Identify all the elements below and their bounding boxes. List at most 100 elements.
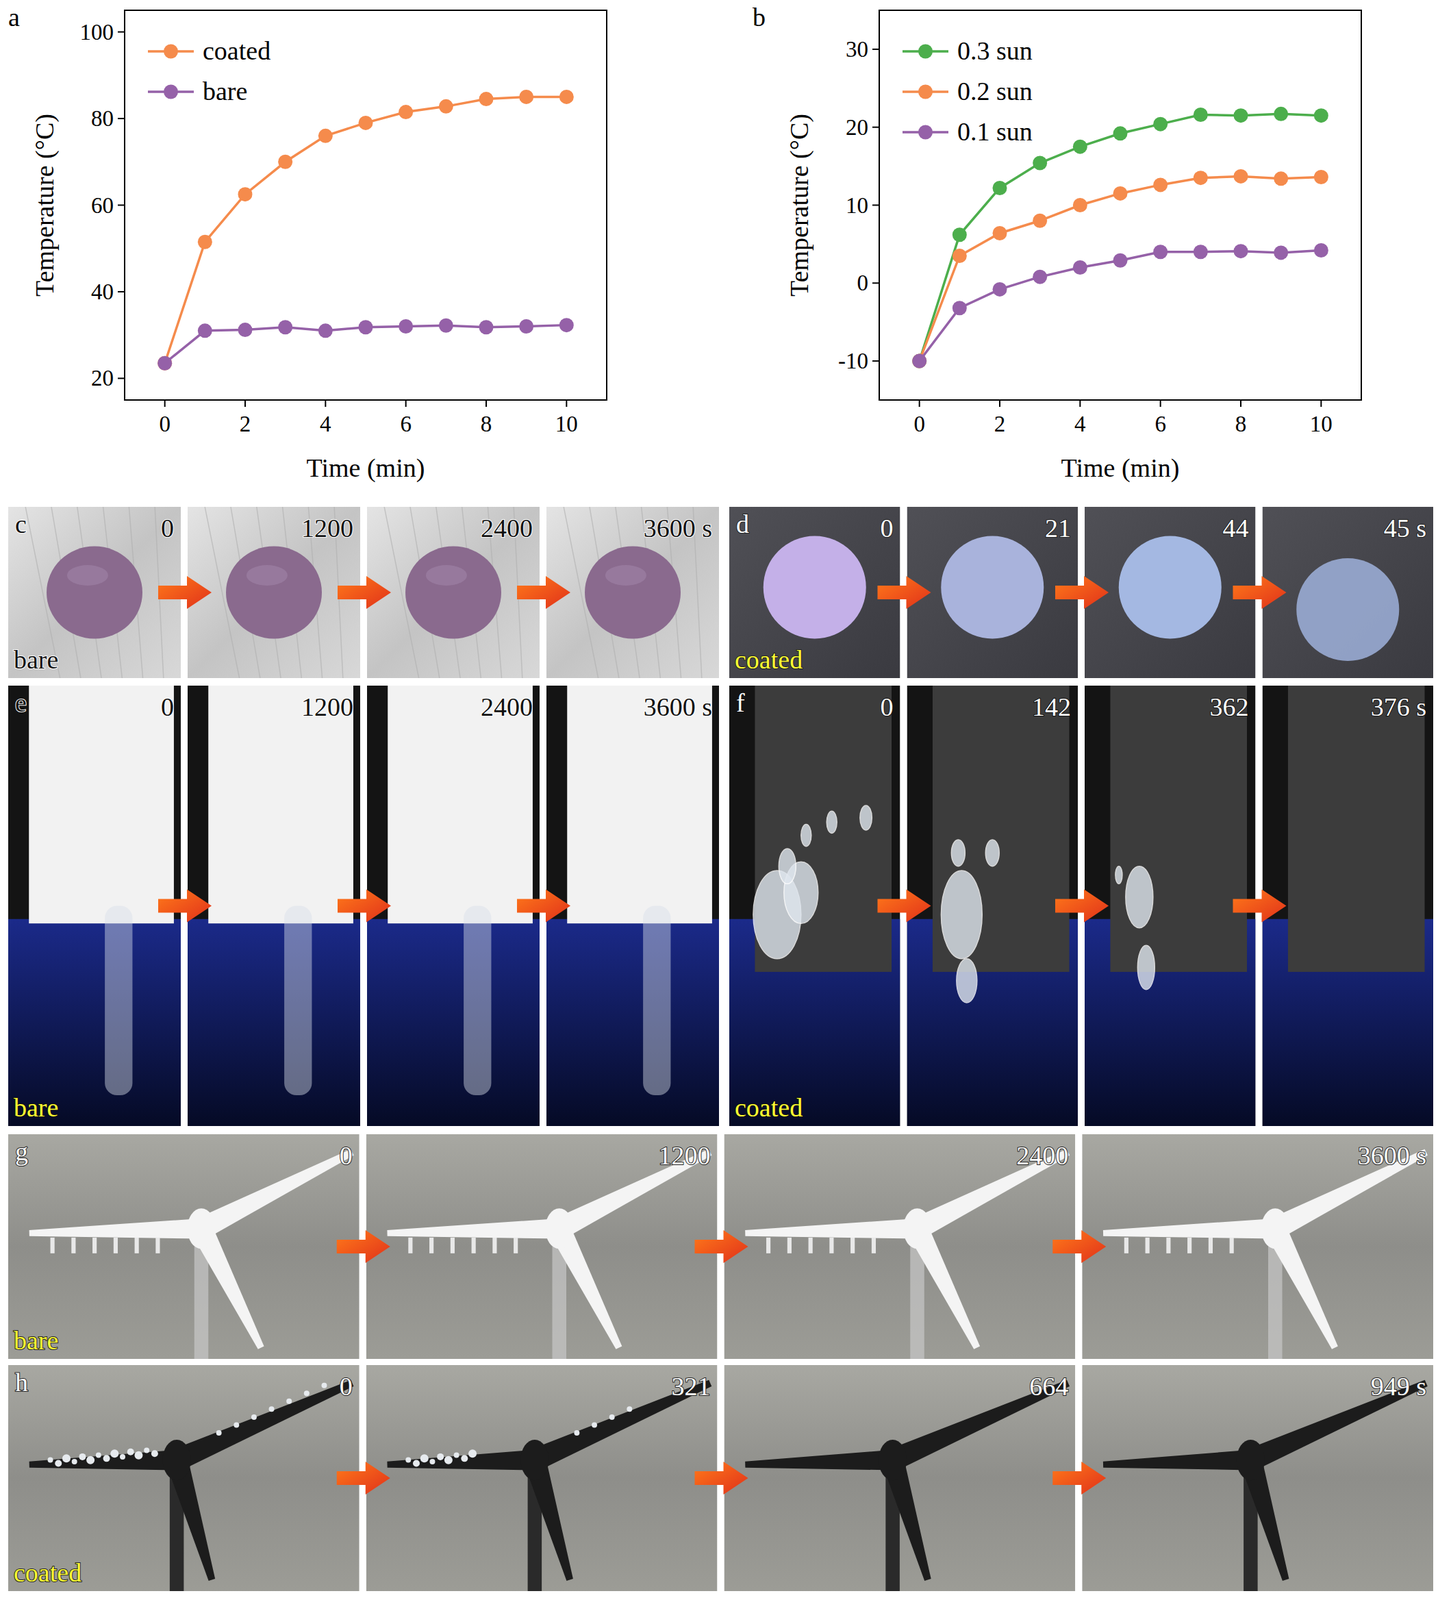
series-marker [197,323,213,338]
series-marker [1193,107,1208,122]
ice-disc-shine [425,564,468,586]
x-tick-label: 8 [480,411,493,437]
series-marker [992,180,1008,196]
icicle [113,1237,118,1254]
icicle [104,905,133,1095]
ice-droplet [956,958,978,1003]
time-label: 3600 s [643,513,713,543]
photo-tile [729,506,901,678]
panel-letter: a [8,2,20,32]
series-marker [1314,243,1329,258]
turbine-blade [29,1449,178,1471]
arrow [337,889,391,923]
water-background [546,918,719,1126]
icicle [155,1237,160,1254]
arrow [336,1229,391,1263]
ice-speck [453,1452,460,1458]
icicle [284,905,312,1095]
legend-marker [918,84,933,100]
time-label: 45 s [1383,513,1427,543]
series-marker [438,99,454,114]
photo-background [367,685,540,1126]
turbine-hub [878,1439,907,1480]
x-tick-label: 2 [994,411,1006,437]
x-tick-label: 6 [1154,411,1167,437]
icicle [513,1237,518,1254]
photo-background [1262,506,1434,678]
arrow [337,575,391,609]
series-marker [952,227,967,242]
ice-speck [134,1451,143,1460]
sample-label: bare [13,645,59,674]
ice-speck [251,1414,257,1420]
photo-tile [907,506,1079,678]
ice-droplet [1125,866,1154,928]
time-label: 0 [160,692,174,722]
ice-speck [429,1458,435,1465]
water-background [187,918,361,1126]
icicle [787,1237,792,1254]
ice-speck [54,1459,62,1467]
x-tick [565,399,567,407]
photo-background [187,506,361,678]
icicle [92,1237,97,1254]
panel-letter: f [736,688,746,717]
y-tick [117,291,125,293]
series-marker [238,322,253,337]
time-label: 949 s [1370,1371,1427,1401]
photo-background [8,506,181,678]
icicle [429,1237,434,1254]
icicle [492,1237,497,1254]
photo-background [729,685,901,1126]
x-tick-label: 8 [1235,411,1247,437]
photo-tile [729,685,901,1126]
ice-speck [460,1454,468,1462]
series-marker [398,319,413,334]
turbine-hub [1261,1207,1290,1249]
coated-plate [932,685,1070,972]
ice-speck [321,1382,327,1389]
series-line [165,96,567,363]
y-axis-title: Temperature (°C) [784,113,815,297]
y-tick [872,360,880,362]
ice-speck [436,1453,444,1460]
series-marker [1273,245,1289,260]
series-line [919,175,1322,361]
series-marker [1032,213,1048,229]
photo-background [724,1133,1076,1359]
photo-tile [1262,506,1434,678]
figure: a024681020406080100Time (min)Temperature… [0,0,1438,1600]
arrow [1055,889,1109,923]
chart: a024681020406080100Time (min)Temperature… [8,2,607,483]
time-label: 44 [1222,513,1250,543]
x-tick [1159,399,1162,407]
arrow [1052,1229,1106,1263]
ice-droplet [801,824,812,847]
ice-droplet [985,839,1000,867]
panel-letter: c [15,509,27,539]
ice-droplet [860,805,872,830]
ice-disc [1118,536,1222,639]
turbine-hub [1236,1439,1265,1480]
iced-plate [28,685,174,924]
ice-speck [269,1405,275,1412]
icicle [850,1237,855,1254]
photo-background [1262,685,1434,1126]
ice-disc-shine [605,564,647,586]
ice-speck [71,1458,78,1465]
legend-label: 0.3 sun [957,36,1033,66]
ice-speck [304,1390,310,1396]
y-tick-label: 100 [80,19,115,45]
x-tick [1079,399,1081,407]
turbine-hub [162,1439,192,1480]
series-marker [197,234,213,250]
arrow [516,889,571,923]
series-marker [912,354,927,369]
plot-area [912,106,1329,369]
photo-background [1081,1133,1434,1359]
iced-plate [208,685,354,924]
series-marker [278,319,293,335]
x-tick-label: 10 [555,411,578,437]
series-marker [479,91,494,107]
time-label: 3600 s [1357,1140,1427,1170]
